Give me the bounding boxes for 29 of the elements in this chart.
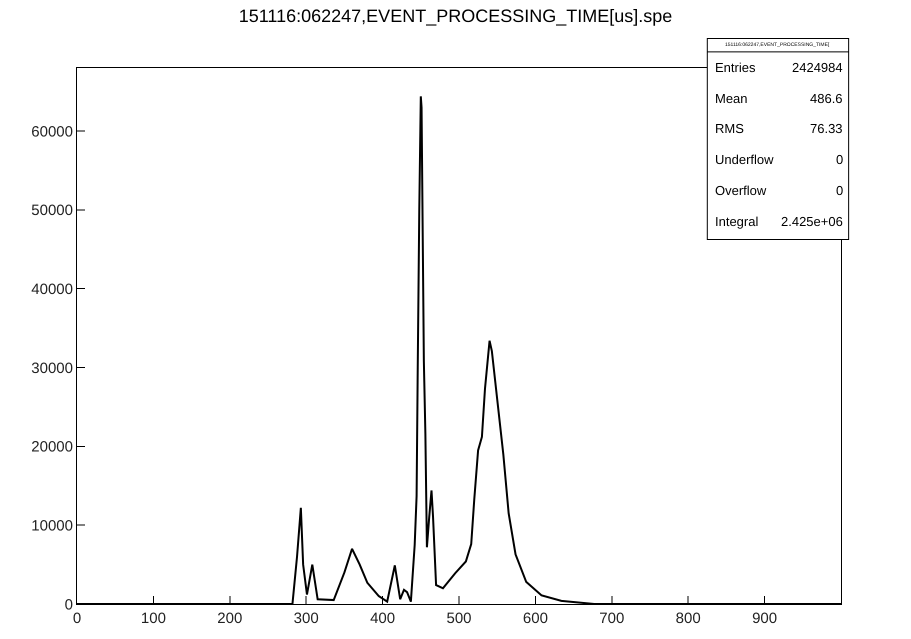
annotation: Mean <box>715 91 748 106</box>
x-tick-label: 600 <box>522 610 548 627</box>
x-tick-label: 800 <box>676 610 701 627</box>
x-tick-label: 200 <box>217 610 242 627</box>
chart-title: 151116:062247,EVENT_PROCESSING_TIME[us].spe <box>238 6 672 26</box>
annotation: Overflow <box>715 183 767 198</box>
y-tick-label: 40000 <box>31 280 73 298</box>
x-tick-label: 500 <box>446 610 472 627</box>
annotation: Entries <box>715 60 756 75</box>
annotation: 76.33 <box>810 121 843 136</box>
x-tick-label: 100 <box>140 610 166 627</box>
x-tick-label: 700 <box>599 610 624 627</box>
annotation: RMS <box>715 121 744 136</box>
x-tick-label: 300 <box>294 610 319 627</box>
annotation: Integral <box>715 214 758 229</box>
annotation: 486.6 <box>810 91 843 106</box>
y-tick-label: 60000 <box>31 123 73 140</box>
annotation: 2424984 <box>792 60 843 75</box>
annotation: Underflow <box>715 152 774 167</box>
y-tick-label: 50000 <box>31 202 73 220</box>
y-tick-label: 0 <box>64 596 73 614</box>
x-tick-label: 900 <box>752 610 778 627</box>
annotation: 0 <box>836 152 844 167</box>
annotation: 2.425e+06 <box>781 214 843 229</box>
y-tick-label: 30000 <box>31 360 73 377</box>
y-tick-label: 20000 <box>31 438 73 456</box>
annotation: 0 <box>836 183 844 198</box>
x-tick-label: 400 <box>370 610 396 627</box>
y-tick-label: 10000 <box>31 517 73 534</box>
